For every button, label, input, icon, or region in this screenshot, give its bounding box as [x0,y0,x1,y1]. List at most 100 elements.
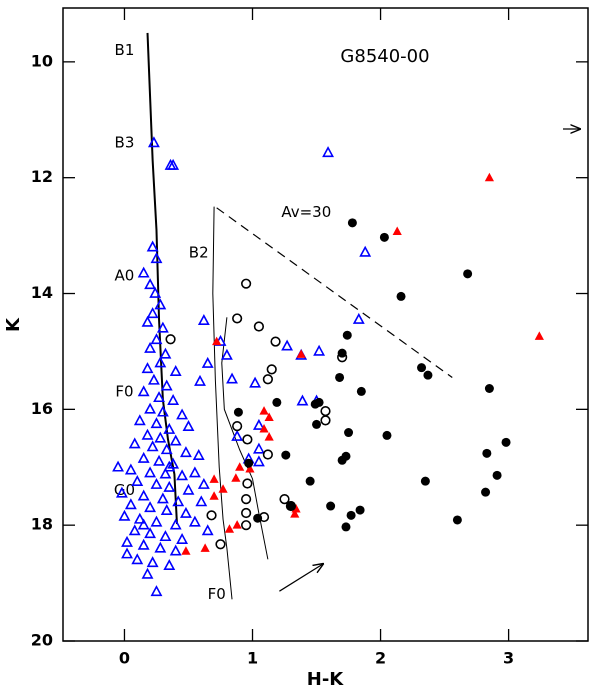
y-tick-label: 20 [31,631,53,650]
point [124,498,137,510]
point [253,513,263,523]
x-tick-label: 0 [119,649,130,668]
point [121,535,133,547]
point [133,512,146,524]
point [159,530,172,542]
annotation: A0 [115,267,135,285]
point [286,500,296,510]
point [259,424,269,433]
point [182,420,195,432]
point [242,478,253,489]
point [201,356,214,368]
point [259,406,269,415]
point [200,543,210,552]
point [137,538,150,550]
point [156,492,169,504]
point [131,553,144,565]
annotation: F0 [208,585,226,603]
point [179,446,192,458]
annotation: B1 [115,41,135,59]
point [379,232,389,242]
point [169,544,182,556]
point [481,487,491,497]
point [342,330,352,340]
point [218,484,228,493]
y-tick-label: 14 [31,283,53,302]
point [112,460,125,472]
point [163,559,176,571]
point [172,495,185,507]
point [235,462,245,471]
point [252,442,265,454]
point [194,374,206,386]
point [153,391,165,403]
point [337,455,347,465]
point [179,506,192,518]
point [146,240,159,252]
point [241,520,252,531]
point [163,480,176,492]
plot-frame [62,7,589,642]
point [492,470,502,480]
point [241,278,252,289]
point [296,394,309,406]
point [159,467,172,479]
point [154,356,167,368]
x-axis-label: H-K [307,669,345,690]
point [337,348,347,358]
point [209,474,219,483]
point [141,567,154,579]
point [266,364,277,375]
point [144,278,157,290]
point [270,336,281,347]
point [133,414,146,426]
point [392,226,402,236]
point [220,348,233,360]
point [165,334,176,345]
y-tick-label: 12 [31,167,53,186]
y-tick-label: 18 [31,515,53,534]
point [272,397,282,407]
point [482,448,492,458]
point [176,469,189,481]
point [233,407,243,417]
point [150,417,163,429]
point [322,146,335,158]
point [244,458,254,468]
point [356,386,366,396]
point [182,483,195,495]
curve [212,206,233,600]
point [355,505,365,515]
point [167,158,180,170]
point [396,291,406,301]
point [241,494,252,505]
point [154,298,167,310]
point [144,402,157,414]
point [281,339,294,351]
curve [221,317,269,560]
point [121,547,133,559]
point [128,437,141,449]
point [192,448,205,460]
point [115,486,128,498]
point [188,515,201,527]
point [167,393,180,405]
curve [216,207,453,378]
point [146,307,159,319]
point [253,321,265,332]
point [341,522,351,532]
point [176,532,189,544]
point [423,370,433,380]
point [264,432,274,441]
point [144,501,157,513]
point [150,252,163,264]
point [137,266,150,278]
point [501,437,511,447]
point [463,269,473,279]
point [149,286,162,298]
point [147,373,160,385]
point [144,341,157,353]
point [417,363,427,373]
point [147,136,160,148]
